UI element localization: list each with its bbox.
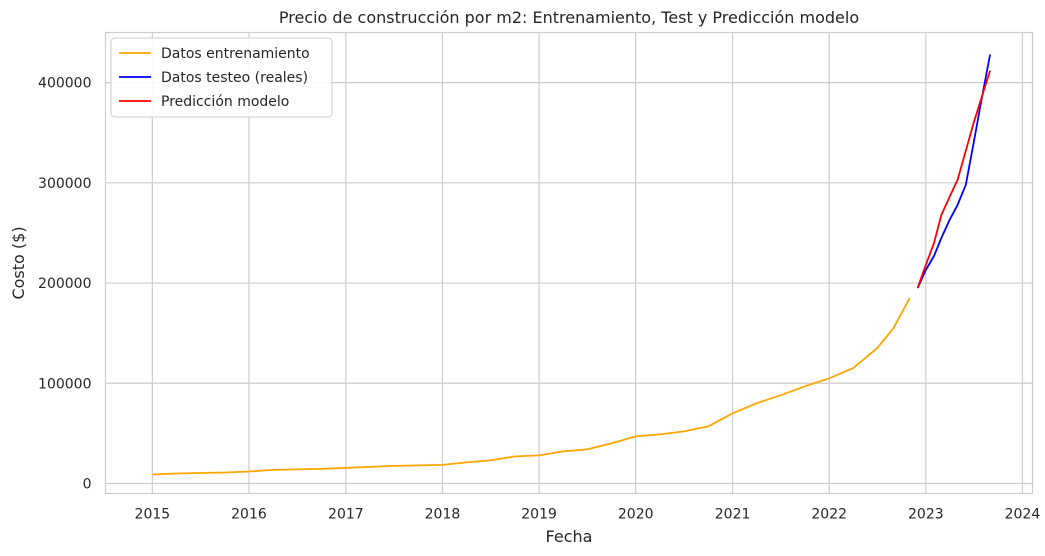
y-tick-label: 300000 xyxy=(38,176,91,192)
y-tick-label: 200000 xyxy=(38,276,91,292)
legend-box xyxy=(110,37,333,118)
x-tick-label: 2018 xyxy=(425,507,461,523)
chart-title: Precio de construcción por m2: Entrenami… xyxy=(279,8,859,27)
series-line-datos-testeo-reales xyxy=(916,54,991,289)
x-tick-label: 2015 xyxy=(135,507,171,523)
x-axis-label: Fecha xyxy=(546,527,593,546)
x-tick-label: 2021 xyxy=(715,507,751,523)
y-tick-label: 400000 xyxy=(38,76,91,92)
x-tick-label: 2020 xyxy=(618,507,654,523)
legend-label: Datos testeo (reales) xyxy=(161,70,308,86)
y-tick-label: 0 xyxy=(83,476,92,492)
x-tick-label: 2024 xyxy=(1005,507,1041,523)
x-tick-label: 2019 xyxy=(521,507,557,523)
legend-label: Predicción modelo xyxy=(161,94,289,110)
series-line-datos-entrenamiento xyxy=(152,297,911,476)
x-tick-label: 2022 xyxy=(811,507,847,523)
series-line-prediccion-modelo xyxy=(916,70,991,289)
y-tick-label: 100000 xyxy=(38,376,91,392)
x-tick-label: 2016 xyxy=(231,507,267,523)
x-tick-label: 2023 xyxy=(908,507,944,523)
plot-frame xyxy=(104,31,1034,495)
legend-label: Datos entrenamiento xyxy=(161,46,310,62)
y-axis-label: Costo ($) xyxy=(9,226,28,299)
x-tick-label: 2017 xyxy=(328,507,364,523)
legend: Datos entrenamiento Datos testeo (reales)… xyxy=(110,37,333,118)
